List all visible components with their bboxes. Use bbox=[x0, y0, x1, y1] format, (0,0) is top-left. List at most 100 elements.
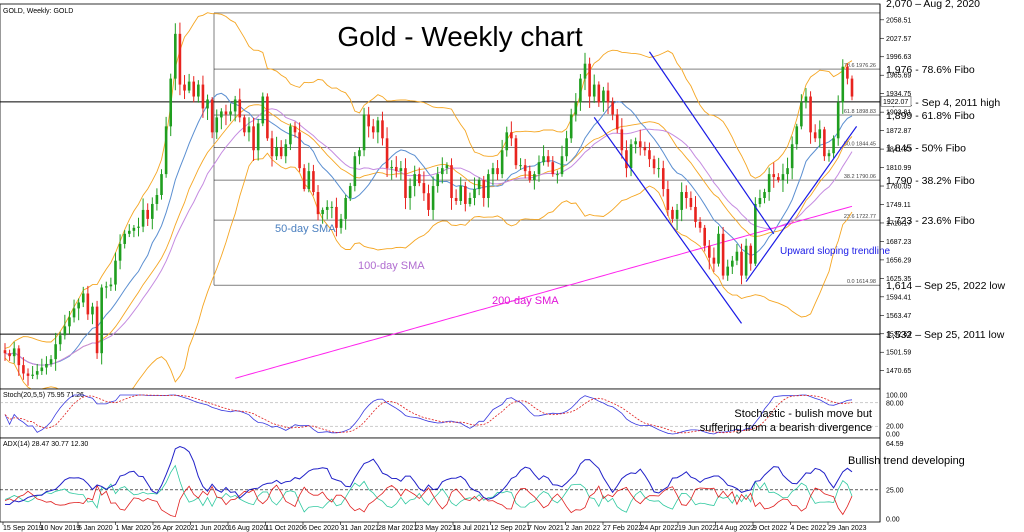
candle-body bbox=[381, 120, 384, 139]
candle-body bbox=[266, 96, 269, 139]
candle-body bbox=[744, 245, 748, 276]
x-tick-label: 7 Nov 2021 bbox=[528, 525, 564, 532]
x-tick-label: 27 Feb 2022 bbox=[603, 525, 642, 532]
stochastic-note-line2: suffering from a bearish divergence bbox=[700, 422, 872, 434]
candle-body bbox=[270, 138, 274, 157]
y-tick-label: 1687.23 bbox=[886, 239, 911, 246]
candle-body bbox=[68, 317, 71, 327]
candle-body bbox=[551, 162, 555, 175]
candle-body bbox=[114, 260, 117, 285]
candle-body bbox=[371, 126, 375, 133]
candle-body bbox=[450, 165, 453, 198]
candle-body bbox=[256, 123, 260, 151]
candle-body bbox=[192, 81, 196, 97]
candle-body bbox=[8, 353, 11, 357]
candle-body bbox=[146, 209, 150, 219]
adx-minus-di-line bbox=[4, 484, 853, 518]
candle-body bbox=[749, 245, 753, 264]
candle-body bbox=[210, 99, 214, 133]
candle-body bbox=[629, 144, 633, 169]
candle-body bbox=[454, 197, 458, 201]
candle-body bbox=[694, 206, 697, 222]
candle-body bbox=[689, 197, 693, 207]
candle-body bbox=[721, 233, 725, 276]
candle-body bbox=[367, 114, 370, 127]
candle-body bbox=[104, 286, 108, 288]
candle-body bbox=[151, 203, 154, 219]
sma200-label: 200-day SMA bbox=[492, 295, 559, 307]
candle-body bbox=[809, 96, 812, 133]
level-label: 1,899 - 61.8% Fibo bbox=[886, 110, 975, 122]
candle-body bbox=[348, 186, 352, 198]
candle-body bbox=[17, 348, 21, 366]
bollinger-middle bbox=[4, 104, 853, 366]
candle-body bbox=[275, 147, 278, 157]
candle-body bbox=[781, 174, 785, 181]
x-tick-label: 15 Sep 2019 bbox=[3, 525, 43, 532]
candle-body bbox=[81, 293, 85, 303]
candle-body bbox=[91, 306, 94, 315]
candle-body bbox=[58, 335, 62, 345]
candle-body bbox=[763, 192, 766, 198]
candle-body bbox=[795, 126, 799, 145]
candle-body bbox=[201, 84, 205, 109]
candle-body bbox=[178, 33, 182, 85]
main-panel-frame bbox=[0, 3, 881, 390]
candle-body bbox=[72, 308, 76, 318]
stochastic-tick-label: 100.00 bbox=[886, 393, 908, 400]
x-tick-label: 1 Mar 2020 bbox=[116, 525, 152, 532]
candle-body bbox=[606, 90, 610, 103]
candle-body bbox=[358, 150, 361, 157]
top-level-label: 2,070 – Aug 2, 2020 bbox=[886, 0, 980, 10]
candle-body bbox=[330, 206, 334, 208]
candle-body bbox=[26, 373, 30, 376]
y-tick-label: 1841.93 bbox=[886, 147, 911, 154]
candle-body bbox=[537, 162, 541, 175]
y-tick-label: 1934.75 bbox=[886, 91, 911, 98]
candle-body bbox=[408, 186, 412, 198]
candle-body bbox=[22, 365, 25, 374]
candle-body bbox=[592, 84, 596, 97]
candle-body bbox=[229, 111, 232, 115]
candle-body bbox=[224, 111, 228, 115]
level-label: 1,976 - 78.6% Fibo bbox=[886, 64, 975, 76]
x-tick-label: 26 Apr 2020 bbox=[153, 525, 191, 532]
candle-body bbox=[169, 78, 173, 127]
stochastic-tick-label: 80.00 bbox=[886, 400, 904, 407]
candle-body bbox=[777, 177, 780, 181]
x-tick-label: 23 May 2021 bbox=[416, 525, 457, 532]
current-price-box bbox=[880, 96, 912, 107]
candle-body bbox=[482, 180, 486, 198]
adx-panel-frame bbox=[0, 437, 881, 523]
candle-body bbox=[680, 192, 683, 210]
bollinger-bands bbox=[4, 12, 853, 405]
candle-body bbox=[556, 174, 559, 176]
y-tick-label: 1563.47 bbox=[886, 313, 911, 320]
candle-body bbox=[546, 156, 550, 163]
level-label: 1,921 - Sep 4, 2011 high bbox=[886, 97, 1000, 109]
x-tick-label: 21 Jun 2020 bbox=[191, 525, 230, 532]
adx-main-line bbox=[4, 445, 853, 506]
candle-body bbox=[289, 126, 292, 145]
candle-body bbox=[35, 371, 39, 375]
candle-body bbox=[77, 302, 80, 309]
candle-body bbox=[335, 206, 338, 228]
candle-body bbox=[832, 138, 835, 154]
candle-body bbox=[786, 168, 789, 175]
candle-body bbox=[100, 287, 103, 354]
candle-body bbox=[735, 251, 739, 261]
stochastic-tick-label: 0.00 bbox=[886, 432, 900, 439]
candle-body bbox=[431, 186, 435, 210]
candle-body bbox=[846, 66, 849, 79]
level-label: 1,723 - 23.6% Fibo bbox=[886, 215, 975, 227]
candle-body bbox=[588, 63, 591, 97]
candle-body bbox=[206, 99, 209, 109]
candle-body bbox=[155, 195, 159, 204]
x-tick-label: 12 Sep 2021 bbox=[491, 525, 531, 532]
candle-body bbox=[740, 251, 743, 276]
candle-body bbox=[661, 168, 665, 190]
channel-lines bbox=[593, 51, 858, 324]
candle-body bbox=[684, 192, 688, 198]
adx-tick-label: 25.00 bbox=[886, 487, 904, 494]
x-tick-label: 16 Aug 2020 bbox=[228, 525, 267, 532]
